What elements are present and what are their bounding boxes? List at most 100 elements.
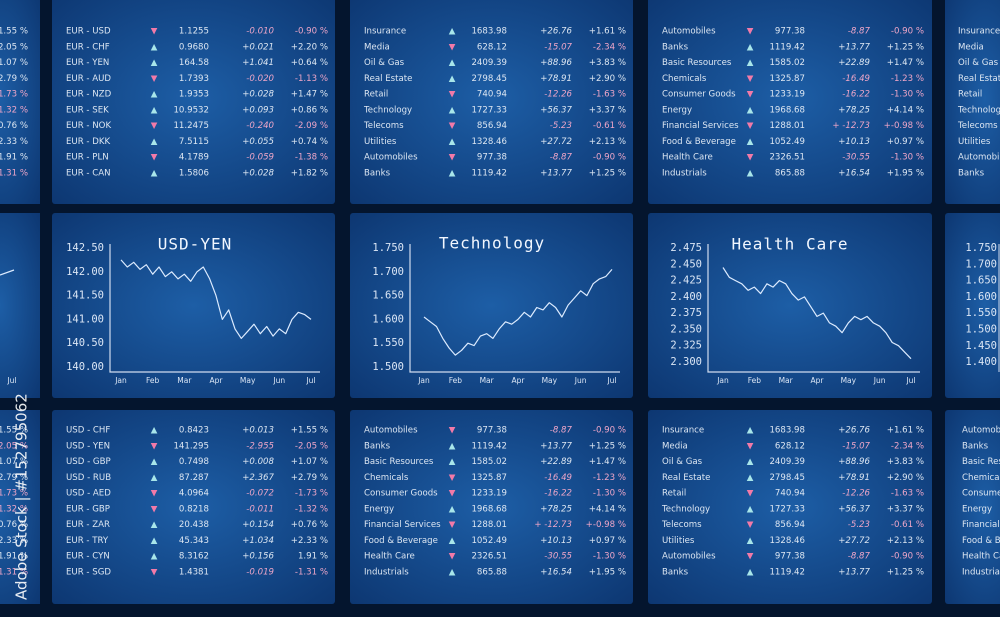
row-pct: -1.31 %: [295, 567, 328, 577]
row-name: Real Estate: [364, 74, 412, 84]
row-arrow: ▼: [151, 153, 158, 163]
row-name: Telecoms: [363, 121, 404, 131]
edge-pct: -1.32 %: [0, 105, 28, 115]
row-price: 856.94: [775, 520, 805, 530]
row-change: +78.91: [540, 74, 572, 84]
row-name: Consumer Goods: [364, 489, 438, 499]
row-name: Automobiles: [364, 153, 418, 163]
row-name: EUR - CAN: [66, 168, 111, 178]
row-name: Food & Beverage: [662, 137, 736, 147]
row-name: Oil & Gas: [364, 58, 405, 68]
panel: [648, 213, 932, 398]
edge-pct: 1.55 %: [0, 27, 28, 37]
row-pct: +2.79 %: [291, 473, 328, 483]
row-change: -0.072: [246, 489, 274, 499]
row-price: 1119.42: [769, 42, 805, 52]
row-change: +13.77: [540, 441, 572, 451]
row-arrow: ▲: [449, 457, 456, 467]
row-pct: +1.61 %: [589, 27, 626, 37]
row-arrow: ▲: [449, 567, 456, 577]
row-pct: +2.13 %: [589, 137, 626, 147]
row-arrow: ▲: [151, 520, 158, 530]
row-price: 977.38: [477, 153, 507, 163]
row-price: 1.4381: [179, 567, 209, 577]
x-tick-label: Feb: [146, 376, 160, 385]
y-tick-label: 1.650: [372, 290, 404, 302]
row-change: -16.49: [842, 74, 870, 84]
row-pct: +1.25 %: [887, 567, 924, 577]
row-arrow: ▼: [151, 74, 158, 84]
row-pct: -2.05 %: [295, 441, 328, 451]
edge-pct: 1.55 %: [0, 426, 28, 436]
row-name: Basic Resources: [364, 457, 434, 467]
row-change: +10.13: [540, 536, 572, 546]
row-change: -8.87: [550, 426, 573, 436]
y-tick-label: 140.00: [66, 361, 104, 373]
row-change: +0.021: [242, 42, 274, 52]
row-change: +13.77: [540, 168, 572, 178]
row-arrow: ▲: [151, 552, 158, 562]
panel: [52, 213, 335, 398]
row-name: USD - AED: [66, 489, 111, 499]
row-arrow: ▲: [747, 168, 754, 178]
row-pct: -1.30 %: [593, 489, 626, 499]
row-price: 2326.51: [769, 153, 805, 163]
row-arrow: ▲: [449, 27, 456, 37]
row-name: EUR - CHF: [66, 42, 110, 52]
y-tick-label: 2.475: [670, 242, 702, 254]
row-arrow: ▲: [747, 426, 754, 436]
row-pct: +1.25 %: [589, 168, 626, 178]
row-name: EUR - CYN: [66, 552, 110, 562]
row-pct: -1.23 %: [593, 473, 626, 483]
panels: [0, 0, 1000, 604]
row-name: Retail: [662, 489, 686, 499]
row-arrow: ▲: [151, 457, 158, 467]
row-name: Banks: [662, 567, 689, 577]
panel: [350, 410, 633, 604]
edge-pct: -1.31 %: [0, 168, 28, 178]
row-change: -0.240: [246, 121, 274, 131]
row-pct: -0.90 %: [891, 552, 924, 562]
row-change: +88.96: [838, 457, 870, 467]
x-tick-label: May: [841, 376, 857, 385]
x-tick-label: Jan: [114, 376, 127, 385]
row-pct: +1.95 %: [887, 168, 924, 178]
row-name: Financial Services: [662, 121, 739, 131]
row-price: 87.287: [179, 473, 209, 483]
row-change: +26.76: [540, 27, 572, 37]
y-tick-label: 2.300: [670, 356, 702, 368]
price-line: [423, 269, 613, 356]
y-tick-label: 1.500: [372, 361, 404, 373]
row-pct: +2.90 %: [887, 473, 924, 483]
row-pct: +3.83 %: [887, 457, 924, 467]
row-change: +78.25: [540, 504, 572, 514]
row-change: +0.154: [242, 520, 274, 530]
row-arrow: ▼: [747, 552, 754, 562]
row-name: EUR - USD: [66, 27, 111, 37]
y-tick-label: 1.600: [372, 313, 404, 325]
chart-title: Health Care: [732, 235, 849, 254]
row-arrow: ▼: [151, 567, 158, 577]
row-pct: -2.34 %: [891, 441, 924, 451]
x-tick-label: Mar: [480, 376, 495, 385]
y-tick-label: 1.750: [372, 242, 404, 254]
row-arrow: ▲: [747, 567, 754, 577]
row-name: USD - YEN: [66, 441, 110, 451]
y-tick-label: 2.400: [670, 291, 702, 303]
row-change: -12.26: [842, 489, 870, 499]
row-price: 1683.98: [769, 426, 805, 436]
row-name: Energy: [662, 105, 692, 115]
row-price: 1052.49: [471, 536, 507, 546]
edge-pct: -1.31 %: [0, 567, 28, 577]
row-pct: +4.14 %: [589, 504, 626, 514]
edge-name: Food & Beverage: [962, 536, 1000, 546]
row-arrow: ▼: [449, 153, 456, 163]
row-name: Banks: [364, 168, 391, 178]
row-arrow: ▲: [151, 42, 158, 52]
row-change: -5.23: [848, 520, 870, 530]
y-tick-label: 140.50: [66, 337, 104, 349]
row-arrow: ▼: [747, 27, 754, 37]
row-price: 977.38: [775, 552, 805, 562]
row-name: Consumer Goods: [662, 90, 736, 100]
row-arrow: ▲: [747, 504, 754, 514]
